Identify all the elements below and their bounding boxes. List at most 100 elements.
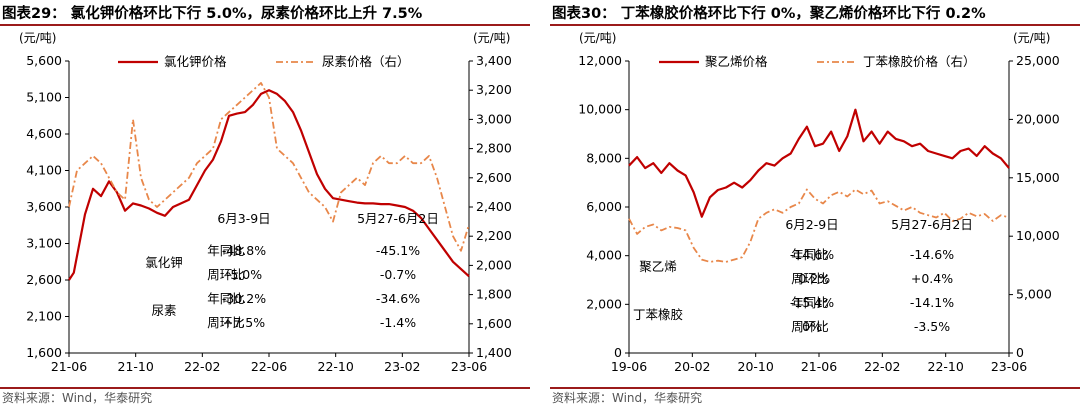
right-tick-label: 2,600 [476,170,512,185]
right-tick-label: 1,800 [476,287,512,302]
x-tick-label: 22-06 [251,359,287,374]
right-tick-label: 0 [1016,345,1024,360]
x-tick-label: 22-10 [318,359,354,374]
x-tick-label: 22-02 [184,359,220,374]
table-value: -14.6% [910,247,954,262]
right-axis-unit: (元/吨) [473,31,510,45]
left-tick-label: 10,000 [578,102,622,117]
right-tick-label: 20,000 [1016,111,1060,126]
legend-label: 丁苯橡胶价格（右） [863,54,976,69]
left-chart-panel: 图表29： 氯化钾价格环比下行 5.0%，尿素价格环比上升 7.5% (元/吨)… [0,0,530,408]
right-chart-panel: 图表30： 丁苯橡胶价格环比下行 0%，聚乙烯价格环比下行 0.2% (元/吨)… [550,0,1080,408]
right-tick-label: 3,000 [476,111,512,126]
table-row-label: 年同比 [207,291,245,306]
left-tick-label: 1,600 [26,345,62,360]
right-tick-label: 3,400 [476,53,512,68]
table-value: +0.4% [911,271,953,286]
left-tick-label: 3,100 [26,236,62,251]
x-tick-label: 21-06 [51,359,87,374]
right-tick-label: 10,000 [1016,228,1060,243]
x-tick-label: 20-10 [738,359,774,374]
table-row-label: 周环比 [207,267,245,282]
right-tick-label: 2,200 [476,228,512,243]
table-value: -15.4% [790,295,834,310]
left-tick-label: 2,600 [26,272,62,287]
left-tick-label: 12,000 [578,53,622,68]
table-row-label: 年同比 [791,247,829,262]
table-value: +7.5% [223,315,265,330]
x-tick-label: 21-06 [801,359,837,374]
right-tick-label: 3,200 [476,82,512,97]
left-tick-label: 2,100 [26,309,62,324]
table-value: -30.2% [222,291,266,306]
left-axis-unit: (元/吨) [19,31,56,45]
table-column-header: 5月27-6月2日 [891,217,973,232]
table-value: 0% [802,319,822,334]
table-value: -1.4% [380,315,416,330]
right-tick-label: 25,000 [1016,53,1060,68]
legend-label: 聚乙烯价格 [705,54,768,69]
x-tick-label: 19-06 [611,359,647,374]
table-row-label: 年同比 [791,295,829,310]
left-tick-label: 4,000 [586,248,622,263]
left-tick-label: 3,600 [26,199,62,214]
left-tick-label: 4,100 [26,163,62,178]
left-tick-label: 5,600 [26,53,62,68]
table-value: -0.2% [794,271,830,286]
right-tick-label: 1,400 [476,345,512,360]
table-row-label: 周环比 [791,319,829,334]
table-group-name: 聚乙烯 [639,259,677,274]
table-column-header: 6月2-9日 [785,217,838,232]
table-value: -34.6% [376,291,420,306]
table-value: -0.7% [380,267,416,282]
right-tick-label: 1,600 [476,316,512,331]
table-value: -14.1% [910,295,954,310]
legend-label: 尿素价格（右） [322,54,410,69]
x-tick-label: 20-02 [674,359,710,374]
x-tick-label: 21-10 [118,359,154,374]
legend-label: 氯化钾价格 [164,54,227,69]
source-note: 资料来源：Wind，华泰研究 [2,391,153,405]
left-tick-label: 4,600 [26,126,62,141]
potash-urea-chart: (元/吨) (元/吨) 1,600 2,100 2,600 3,100 3,600 4,100… [19,31,512,374]
chart-title: 图表29： 氯化钾价格环比下行 5.0%，尿素价格环比上升 7.5% [2,6,423,22]
table-value: -48.8% [222,243,266,258]
source-note: 资料来源：Wind，华泰研究 [552,391,703,405]
right-tick-label: 2,800 [476,141,512,156]
x-tick-label: 23-06 [991,359,1027,374]
x-tick-label: 22-02 [864,359,900,374]
left-tick-label: 0 [614,345,622,360]
left-tick-label: 2,000 [586,296,622,311]
table-row-label: 年同比 [207,243,245,258]
pe-sbr-chart: (元/吨) (元/吨) 0 2,000 4,000 6,000 8,000 10,000 12,… [578,31,1060,374]
right-tick-label: 2,400 [476,199,512,214]
x-tick-label: 23-02 [384,359,420,374]
table-value: -45.1% [376,243,420,258]
title-rule [0,24,530,26]
right-tick-label: 5,000 [1016,287,1052,302]
left-tick-label: 5,100 [26,90,62,105]
table-value: -5.0% [226,267,262,282]
right-axis-unit: (元/吨) [1013,31,1050,45]
series-line-2 [628,188,1010,263]
series-line-1 [628,108,1010,218]
table-column-header: 5月27-6月2日 [357,211,439,226]
source-rule [0,387,530,389]
chart-title: 图表30： 丁苯橡胶价格环比下行 0%，聚乙烯价格环比下行 0.2% [552,6,986,22]
right-tick-label: 15,000 [1016,170,1060,185]
title-rule [550,24,1080,26]
table-column-header: 6月3-9日 [217,211,270,226]
left-axis-unit: (元/吨) [579,31,616,45]
table-group-name: 尿素 [151,303,176,318]
table-value: -3.5% [914,319,950,334]
source-rule [550,387,1080,389]
left-tick-label: 8,000 [586,150,622,165]
x-tick-label: 23-06 [451,359,487,374]
table-row-label: 周环比 [791,271,829,286]
x-tick-label: 22-10 [928,359,964,374]
table-value: -14.6% [790,247,834,262]
table-group-name: 氯化钾 [145,255,183,270]
table-group-name: 丁苯橡胶 [633,307,683,322]
series-line-1 [68,89,470,281]
table-row-label: 周环比 [207,315,245,330]
